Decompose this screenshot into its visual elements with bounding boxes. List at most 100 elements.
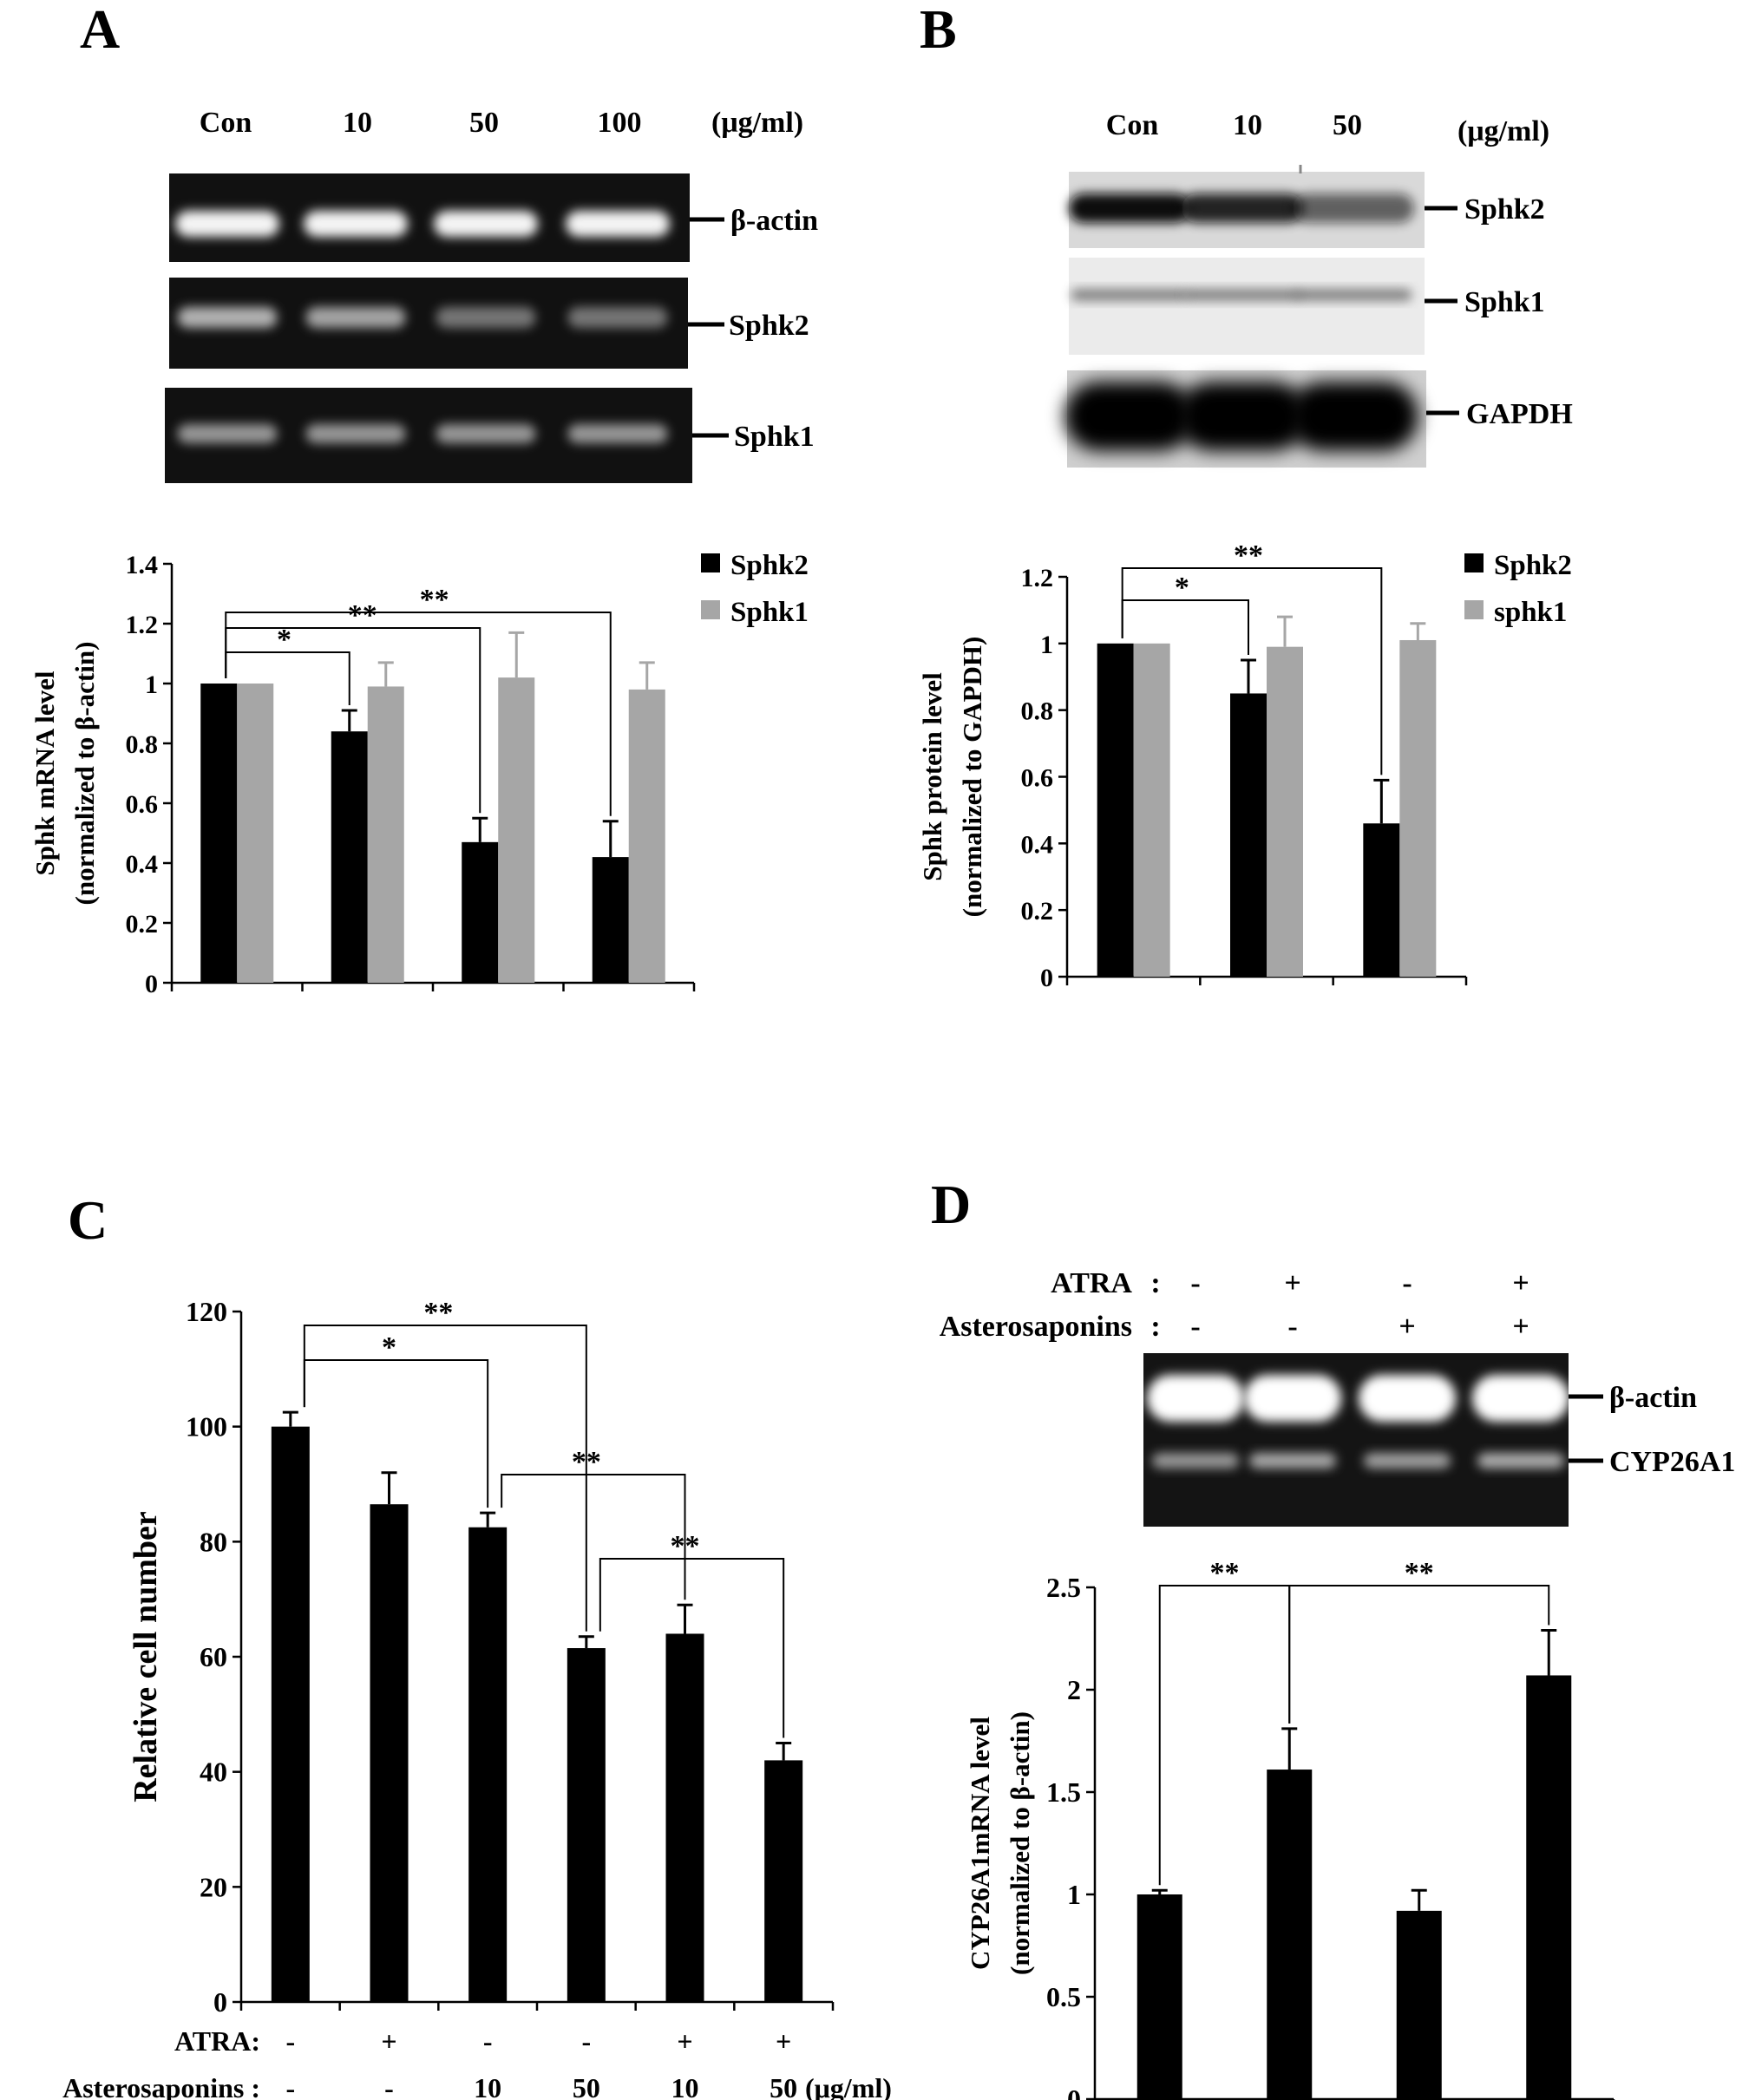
- blot-b-band-label: Sphk1: [1464, 286, 1545, 318]
- gel-a-band-label: Sphk2: [729, 310, 809, 342]
- treatment-sign: +: [1512, 1311, 1529, 1343]
- gel-band: [1359, 1375, 1456, 1422]
- significance-label: **: [420, 584, 449, 616]
- y-axis-label: Sphk mRNA level: [29, 671, 60, 875]
- y-tick-label: 0: [1040, 964, 1053, 992]
- y-tick-label: 1: [145, 671, 158, 699]
- y-tick-label: 0.8: [1021, 697, 1054, 726]
- bar: [764, 1760, 803, 2002]
- treatment-value: -: [384, 2072, 394, 2100]
- y-tick-label: 1: [1040, 631, 1053, 659]
- bar: [1526, 1675, 1572, 2099]
- chart-b: 0 0.2 0.4 0.6 0.8 1 1.2 Sphk protein level (norm…: [917, 540, 1572, 992]
- bar: [665, 1633, 704, 2002]
- gel-band: [305, 424, 406, 443]
- y-tick-label: 0: [213, 1986, 227, 2018]
- panel-a-letter: A: [80, 0, 120, 60]
- gel-a-lane-label: Con: [200, 107, 252, 139]
- treatment-row-sep: :: [1150, 1311, 1160, 1343]
- treatment-sign: +: [1284, 1267, 1300, 1299]
- y-tick-label: 0.2: [126, 910, 159, 939]
- treatment-row-label: ATRA:: [174, 2025, 260, 2057]
- gel-band: [567, 307, 668, 328]
- significance-bracket: [501, 1474, 686, 1600]
- gel-a-lane-label: 50: [469, 107, 499, 139]
- blot-b-band-label: GAPDH: [1466, 398, 1573, 430]
- bar: [1363, 823, 1400, 977]
- panel-d: D ATRA : Asterosaponins : - + - + - - + …: [931, 1174, 1735, 2100]
- treatment-sign: +: [1512, 1267, 1529, 1299]
- gel-band: [305, 307, 406, 328]
- treatment-row-label: ATRA: [1051, 1267, 1132, 1299]
- gel-a-lane-label: 10: [343, 107, 372, 139]
- treatment-value: 10: [671, 2072, 699, 2100]
- y-tick-label: 0: [145, 970, 158, 998]
- significance-label: **: [348, 599, 377, 631]
- bar: [331, 731, 368, 983]
- significance-label: **: [1210, 1557, 1240, 1589]
- y-tick-label: 100: [186, 1411, 227, 1443]
- bar: [1136, 1894, 1182, 2099]
- bar: [1396, 1910, 1442, 2099]
- bar: [1097, 643, 1134, 977]
- bar: [1133, 643, 1170, 977]
- treatment-value: -: [286, 2025, 296, 2057]
- legend-label: Sphk1: [730, 597, 809, 628]
- gel-band: [1249, 1453, 1336, 1469]
- y-tick-label: 80: [200, 1526, 227, 1557]
- gel-band: [1177, 382, 1307, 451]
- treatment-sign: -: [1287, 1311, 1297, 1343]
- bar: [271, 1426, 310, 2002]
- y-tick-label: 0.2: [1021, 897, 1054, 926]
- gel-band: [304, 211, 408, 237]
- bar: [628, 689, 665, 983]
- blot-b-lane-label: 50: [1333, 109, 1362, 141]
- y-tick-label: 0: [1067, 2084, 1081, 2100]
- gel-a-band-label: β-actin: [730, 205, 818, 237]
- y-tick-label: 0.6: [1021, 764, 1054, 793]
- bar: [1230, 693, 1267, 977]
- y-tick-label: 2.5: [1046, 1572, 1081, 1603]
- significance-label: *: [277, 624, 291, 656]
- y-tick-label: 40: [200, 1757, 227, 1788]
- treatment-value: -: [483, 2025, 493, 2057]
- gel-band: [1288, 382, 1418, 451]
- treatment-row-sep: :: [1150, 1267, 1160, 1299]
- y-tick-label: 120: [186, 1296, 227, 1327]
- y-tick-label: 60: [200, 1641, 227, 1672]
- bar: [1267, 1770, 1313, 2099]
- bar: [1267, 646, 1303, 977]
- panel-b-letter: B: [920, 0, 957, 60]
- blot-b-strip-sphk2: [1069, 165, 1425, 248]
- gel-band: [434, 211, 538, 237]
- significance-bracket: [303, 1325, 587, 1632]
- gel-band: [1244, 1375, 1341, 1422]
- gel-d-band-label: CYP26A1: [1609, 1446, 1735, 1478]
- treatment-row-label: Asterosaponins: [940, 1311, 1132, 1343]
- gel-band: [1293, 193, 1414, 223]
- y-axis-label: CYP26A1mRNA level: [965, 1717, 995, 1970]
- panel-b: B Con 10 50 (μg/ml) Sphk2 Sphk1 GAPDH 00…: [917, 0, 1573, 992]
- y-tick-label: 1: [1067, 1879, 1081, 1910]
- blot-b-lane-label: 10: [1233, 109, 1262, 141]
- treatment-sign: -: [1190, 1267, 1200, 1299]
- y-tick-label: 1.2: [1021, 564, 1054, 592]
- gel-band: [177, 424, 278, 443]
- chart-a: 0 0.2 0.4 0.6 0.8 1 1.2 1.4 Sphk mRNA level (norm…: [29, 550, 809, 998]
- y-axis-label: Relative cell number: [128, 1511, 164, 1802]
- gel-band: [175, 211, 279, 237]
- treatment-value: +: [677, 2025, 692, 2057]
- bar: [567, 1648, 606, 2002]
- y-tick-label: 0.5: [1046, 1981, 1081, 2012]
- legend-swatch: [701, 600, 720, 619]
- treatment-value: +: [381, 2025, 396, 2057]
- gel-a-unit: (μg/ml): [711, 107, 803, 139]
- blot-b-strip-sphk1: [1069, 258, 1425, 355]
- gel-d-strip: [1143, 1353, 1569, 1527]
- legend-label: Sphk2: [1494, 550, 1572, 581]
- treatment-value: +: [776, 2025, 791, 2057]
- panel-c-letter: C: [68, 1189, 108, 1251]
- gel-band: [567, 424, 668, 443]
